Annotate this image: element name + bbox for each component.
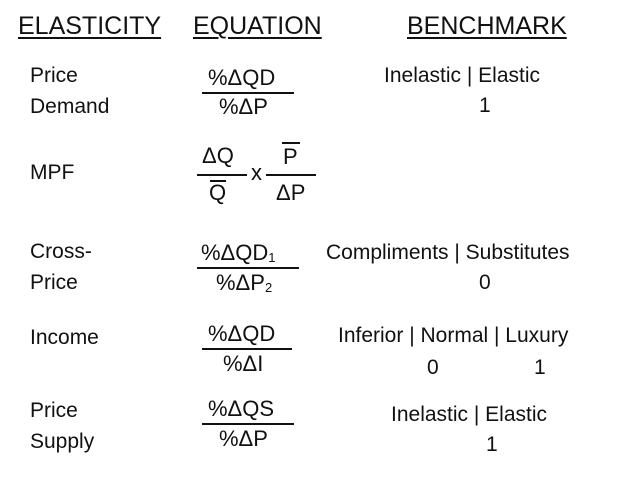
mpf-left-denominator: Q bbox=[209, 180, 227, 205]
cross-price-numerator: %ΔQD1 bbox=[201, 240, 276, 265]
income-denominator: %ΔI bbox=[223, 351, 264, 376]
price-supply-denominator: %ΔP bbox=[219, 426, 268, 451]
fraction-bar bbox=[197, 267, 299, 269]
price-supply-numerator: %ΔQS bbox=[208, 396, 275, 421]
price-supply-benchmark-labels: Inelastic | Elastic bbox=[391, 403, 548, 426]
mpf-right-numerator: P bbox=[283, 144, 298, 169]
fraction-bar bbox=[202, 423, 294, 425]
row-label-mpf: MPF bbox=[30, 161, 75, 184]
fraction-bar bbox=[266, 174, 316, 176]
fraction-bar bbox=[202, 92, 294, 94]
label-line: Cross- bbox=[30, 240, 92, 263]
label-line: Price bbox=[30, 64, 78, 87]
price-supply-benchmark-value: 1 bbox=[486, 433, 498, 456]
cross-price-benchmark-labels: Compliments | Substitutes bbox=[326, 241, 570, 264]
label-line: Demand bbox=[30, 95, 110, 118]
row-label-cross-price: Cross- Price bbox=[30, 236, 92, 298]
income-benchmark-one: 1 bbox=[534, 356, 546, 379]
mpf-right-denominator: ΔP bbox=[276, 180, 306, 205]
price-demand-denominator: %ΔP bbox=[219, 94, 268, 119]
label-line: Price bbox=[30, 399, 78, 422]
income-numerator: %ΔQD bbox=[208, 321, 276, 346]
cross-price-benchmark-value: 0 bbox=[479, 271, 491, 294]
label-line: Supply bbox=[30, 430, 95, 453]
header-benchmark: BENCHMARK bbox=[407, 12, 567, 40]
mean-bar bbox=[210, 180, 226, 182]
income-benchmark-zero: 0 bbox=[427, 356, 439, 379]
cross-price-denominator-main: %ΔP bbox=[216, 270, 265, 295]
header-elasticity: ELASTICITY bbox=[18, 12, 162, 40]
fraction-bar bbox=[202, 348, 292, 350]
label-line: Price bbox=[30, 271, 78, 294]
header-equation: EQUATION bbox=[193, 12, 322, 40]
price-demand-numerator: %ΔQD bbox=[208, 65, 276, 90]
income-benchmark-labels: Inferior | Normal | Luxury bbox=[338, 324, 569, 347]
mpf-left-numerator: ΔQ bbox=[202, 143, 234, 168]
cross-price-numerator-subscript: 1 bbox=[268, 250, 276, 265]
row-label-price-demand: Price Demand bbox=[30, 60, 109, 122]
row-label-price-supply: Price Supply bbox=[30, 395, 94, 457]
multiply-sign: x bbox=[251, 160, 262, 185]
fraction-bar bbox=[197, 174, 247, 176]
row-label-income: Income bbox=[30, 326, 99, 349]
price-demand-benchmark-labels: Inelastic | Elastic bbox=[384, 64, 541, 87]
cross-price-denominator: %ΔP2 bbox=[216, 270, 273, 295]
price-demand-benchmark-value: 1 bbox=[479, 94, 491, 117]
cross-price-numerator-main: %ΔQD bbox=[201, 240, 269, 265]
mean-bar bbox=[282, 142, 300, 144]
cross-price-denominator-subscript: 2 bbox=[264, 280, 273, 295]
